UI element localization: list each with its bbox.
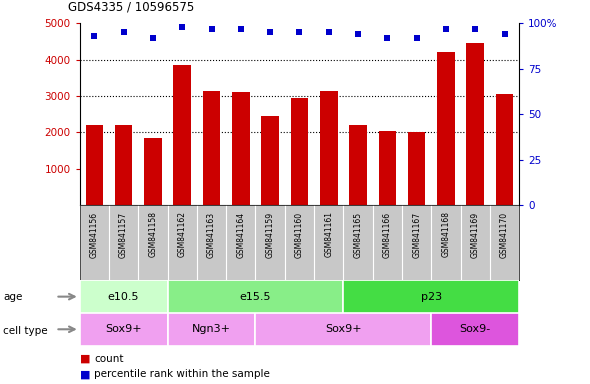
Point <box>266 29 275 35</box>
Text: GSM841169: GSM841169 <box>471 212 480 258</box>
Text: GSM841157: GSM841157 <box>119 212 128 258</box>
Text: GSM841158: GSM841158 <box>149 212 158 257</box>
Bar <box>173 65 191 205</box>
Text: count: count <box>94 354 124 364</box>
Bar <box>379 131 396 205</box>
Text: GSM841162: GSM841162 <box>178 212 186 257</box>
Point <box>471 25 480 31</box>
Bar <box>80 280 168 313</box>
Point <box>90 33 99 39</box>
Text: GSM841159: GSM841159 <box>266 212 274 258</box>
Text: GSM841161: GSM841161 <box>324 212 333 257</box>
Text: GSM841170: GSM841170 <box>500 212 509 258</box>
Text: ■: ■ <box>80 369 90 379</box>
Text: Sox9+: Sox9+ <box>105 324 142 334</box>
Point <box>353 31 363 37</box>
Point <box>324 29 333 35</box>
Text: GDS4335 / 10596575: GDS4335 / 10596575 <box>68 0 194 13</box>
Point <box>236 25 245 31</box>
Text: ■: ■ <box>80 354 90 364</box>
Text: GSM841164: GSM841164 <box>237 212 245 258</box>
Text: GSM841160: GSM841160 <box>295 212 304 258</box>
Text: percentile rank within the sample: percentile rank within the sample <box>94 369 270 379</box>
Text: GSM841167: GSM841167 <box>412 212 421 258</box>
Text: cell type: cell type <box>3 326 48 336</box>
Bar <box>467 43 484 205</box>
Bar <box>437 52 455 205</box>
Bar <box>343 280 519 313</box>
Point <box>148 35 158 41</box>
Point <box>295 29 304 35</box>
Bar <box>168 313 255 346</box>
Bar <box>168 280 343 313</box>
Point <box>178 24 187 30</box>
Point <box>441 25 451 31</box>
Bar <box>349 125 367 205</box>
Point <box>500 31 509 37</box>
Bar <box>291 98 308 205</box>
Point <box>207 25 217 31</box>
Point <box>119 29 129 35</box>
Text: e10.5: e10.5 <box>108 291 139 302</box>
Text: GSM841156: GSM841156 <box>90 212 99 258</box>
Bar <box>431 313 519 346</box>
Point <box>383 35 392 41</box>
Text: age: age <box>3 291 22 302</box>
Bar <box>80 313 168 346</box>
Bar <box>496 94 513 205</box>
Text: e15.5: e15.5 <box>240 291 271 302</box>
Bar <box>86 125 103 205</box>
Text: GSM841168: GSM841168 <box>441 212 450 257</box>
Point <box>412 35 421 41</box>
Bar <box>255 313 431 346</box>
Bar <box>261 116 279 205</box>
Text: Sox9+: Sox9+ <box>325 324 362 334</box>
Bar <box>408 132 425 205</box>
Text: GSM841166: GSM841166 <box>383 212 392 258</box>
Text: GSM841165: GSM841165 <box>353 212 362 258</box>
Text: GSM841163: GSM841163 <box>207 212 216 258</box>
Text: Sox9-: Sox9- <box>460 324 491 334</box>
Bar <box>320 91 337 205</box>
Text: p23: p23 <box>421 291 442 302</box>
Text: Ngn3+: Ngn3+ <box>192 324 231 334</box>
Bar <box>203 91 220 205</box>
Bar <box>115 125 132 205</box>
Bar <box>232 92 250 205</box>
Bar <box>144 138 162 205</box>
